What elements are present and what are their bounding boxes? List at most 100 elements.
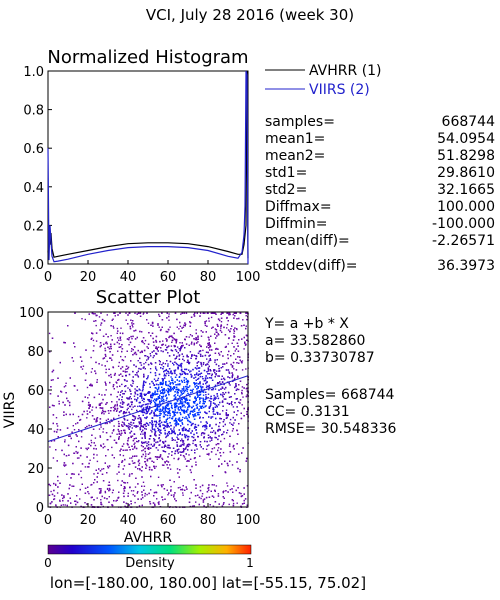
scatter-point <box>141 408 143 410</box>
scatter-point <box>81 413 84 416</box>
scatter-point <box>175 421 177 424</box>
scatter-point <box>113 409 115 412</box>
scatter-point <box>151 469 153 471</box>
scatter-point <box>151 332 154 334</box>
scatter-point <box>110 347 112 350</box>
scatter-point <box>200 388 202 391</box>
scatter-point <box>231 464 234 466</box>
scatter-point <box>214 376 216 378</box>
scatter-point <box>177 389 179 391</box>
scatter-point <box>98 393 100 395</box>
scatter-point <box>96 379 98 381</box>
scatter-point <box>179 419 181 421</box>
scatter-point <box>191 335 193 337</box>
scatter-point <box>154 374 157 377</box>
scatter-point <box>214 406 217 408</box>
scatter-point <box>173 494 175 496</box>
scatter-point <box>230 355 232 357</box>
scatter-point <box>104 422 107 425</box>
scatter-point <box>164 409 166 412</box>
scatter-point <box>96 460 99 463</box>
scatter-point <box>147 399 150 401</box>
scatter-point <box>186 445 188 448</box>
scatter-point <box>126 371 128 373</box>
y-tick-label: 0.4 <box>23 181 44 196</box>
scatter-point <box>144 437 146 439</box>
scatter-point <box>222 503 225 505</box>
scatter-point <box>181 390 183 392</box>
scatter-point <box>205 331 207 333</box>
scatter-point <box>241 386 244 388</box>
scatter-point <box>165 445 167 447</box>
scatter-point <box>129 388 131 391</box>
scatter-point <box>232 446 234 448</box>
scatter-point <box>157 388 160 390</box>
scatter-point <box>174 432 176 434</box>
scatter-point <box>102 446 104 449</box>
scatter-point <box>145 361 147 364</box>
scatter-point <box>184 372 186 374</box>
scatter-point <box>140 392 143 394</box>
scatter-point <box>176 449 179 451</box>
scatter-point <box>215 347 218 350</box>
scatter-point <box>186 488 188 490</box>
scatter-point <box>223 393 225 395</box>
stat-key: mean(diff)= <box>265 233 350 249</box>
scatter-point <box>121 396 123 398</box>
scatter-point <box>157 384 160 386</box>
scatter-point <box>240 495 243 498</box>
scatter-point <box>192 422 194 425</box>
scatter-point <box>177 472 179 474</box>
scatter-point <box>94 444 97 447</box>
scatter-point <box>159 439 162 441</box>
scatter-point <box>184 325 186 327</box>
scatter-point <box>142 337 145 339</box>
scatter-point <box>109 351 111 353</box>
scatter-point <box>218 382 220 384</box>
scatter-point <box>192 388 194 391</box>
scatter-point <box>49 351 51 353</box>
scatter-point <box>126 404 129 406</box>
scatter-point <box>91 384 93 386</box>
scatter-point <box>189 322 192 324</box>
scatter-point <box>129 325 131 328</box>
scatter-point <box>134 374 137 376</box>
scatter-point <box>170 382 172 384</box>
scatter-point <box>126 338 129 340</box>
scatter-point <box>179 325 182 327</box>
scatter-point <box>130 360 132 362</box>
scatter-point <box>104 445 106 448</box>
scatter-point <box>193 505 195 507</box>
scatter-point <box>184 347 186 349</box>
scatter-point <box>154 431 157 433</box>
scatter-point <box>87 447 90 449</box>
scatter-point <box>191 355 193 357</box>
scatter-point <box>80 447 82 449</box>
scatter-point <box>207 370 210 372</box>
scatter-point <box>75 450 77 453</box>
scatter-point <box>140 368 142 370</box>
scatter-point <box>162 406 164 408</box>
scatter-point <box>129 473 131 475</box>
scatter-point <box>158 437 160 439</box>
scatter-point <box>99 407 101 409</box>
scatter-point <box>163 446 165 448</box>
scatter-point <box>222 433 224 435</box>
scatter-point <box>127 440 129 442</box>
scatter-point <box>191 430 193 432</box>
scatter-point <box>206 312 209 314</box>
scatter-point <box>142 404 144 406</box>
scatter-point <box>236 461 238 463</box>
scatter-point <box>143 424 145 426</box>
scatter-point <box>196 432 198 434</box>
scatter-point <box>161 382 163 385</box>
scatter-point <box>118 438 120 440</box>
scatter-point <box>232 416 234 419</box>
scatter-point <box>184 436 187 439</box>
scatter-point <box>182 355 185 358</box>
scatter-point <box>126 419 129 421</box>
scatter-point <box>151 421 153 423</box>
scatter-point <box>235 398 237 400</box>
x-tick-label: 80 <box>200 270 217 285</box>
scatter-point <box>123 443 125 445</box>
